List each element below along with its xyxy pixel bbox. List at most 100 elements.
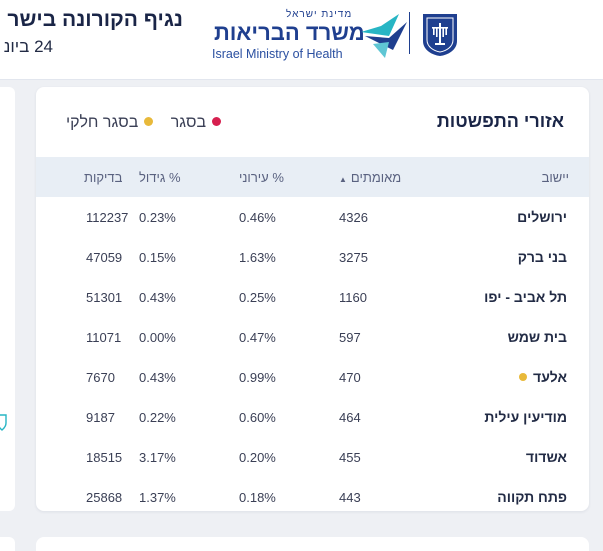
cell-positive-pct-text: 0.18% xyxy=(239,489,276,505)
cell-confirmed: 470 xyxy=(339,357,439,397)
cell-growth-pct-text: 1.37% xyxy=(139,489,176,505)
cell-city-text: בני ברק xyxy=(517,249,567,265)
table-header-row: יישוב מאומתים▲ % עירוני % גידול בדיקות xyxy=(36,157,589,197)
cell-positive-pct: 0.99% xyxy=(239,357,339,397)
left-card-edge xyxy=(0,87,15,511)
cell-positive-pct: 0.47% xyxy=(239,317,339,357)
partial-closure-dot-icon xyxy=(144,117,154,126)
table-row[interactable]: פתח תקווה 443 0.18% 1.37% 25868 xyxy=(36,477,589,511)
cell-positive-pct-text: 1.63% xyxy=(239,249,276,265)
cell-city-text: אלעד xyxy=(533,369,567,385)
cell-city: אלעד xyxy=(439,357,589,397)
cell-tests-text: 7670 xyxy=(86,369,115,385)
column-header-city[interactable]: יישוב xyxy=(541,169,569,185)
cell-growth-pct: 3.17% xyxy=(139,437,239,477)
cell-tests-text: 9187 xyxy=(86,409,115,425)
cell-city: ירושלים xyxy=(439,197,589,237)
chevron-up-icon: ▲ xyxy=(339,174,347,184)
cell-positive-pct: 0.25% xyxy=(239,277,339,317)
cell-tests: 47059 xyxy=(36,237,139,277)
table-row[interactable]: בית שמש 597 0.47% 0.00% 11071 xyxy=(36,317,589,357)
cell-tests: 25868 xyxy=(36,477,139,511)
cell-tests-text: 18515 xyxy=(86,449,123,465)
table-row[interactable]: תל אביב - יפו 1160 0.25% 0.43% 51301 xyxy=(36,277,589,317)
cities-table: יישוב מאומתים▲ % עירוני % גידול בדיקות י… xyxy=(36,157,589,511)
logo-ministry-english: Israel Ministry of Health xyxy=(212,47,343,61)
cell-confirmed: 597 xyxy=(339,317,439,357)
cell-tests-text: 47059 xyxy=(86,249,123,265)
cell-tests-text: 112237 xyxy=(86,209,129,225)
cell-city-text: אשדוד xyxy=(525,449,567,465)
cell-confirmed-text: 455 xyxy=(339,449,361,465)
legend-label: בסגר xyxy=(170,114,207,131)
cell-confirmed-text: 1160 xyxy=(339,289,367,305)
column-header-confirmed[interactable]: מאומתים▲ xyxy=(339,157,439,197)
column-header-growth-pct[interactable]: % גידול xyxy=(139,169,181,185)
cell-positive-pct-text: 0.99% xyxy=(239,369,276,385)
cell-positive-pct: 1.63% xyxy=(239,237,339,277)
cell-tests: 11071 xyxy=(36,317,139,357)
table-row[interactable]: אשדוד 455 0.20% 3.17% 18515 xyxy=(36,437,589,477)
cell-confirmed-text: 597 xyxy=(339,329,361,345)
cell-city: בני ברק xyxy=(439,237,589,277)
table-row[interactable]: ירושלים 4326 0.46% 0.23% 112237 xyxy=(36,197,589,237)
cell-growth-pct-text: 0.22% xyxy=(139,409,176,425)
cell-confirmed-text: 443 xyxy=(339,489,361,505)
closure-dot-icon xyxy=(212,117,222,126)
column-header-tests[interactable]: בדיקות xyxy=(84,169,123,185)
cell-growth-pct: 0.23% xyxy=(139,197,239,237)
logo-divider xyxy=(409,12,410,54)
ministry-mark-icon xyxy=(361,14,407,58)
cell-city-text: בית שמש xyxy=(507,329,567,345)
cell-positive-pct: 0.18% xyxy=(239,477,339,511)
cell-growth-pct: 1.37% xyxy=(139,477,239,511)
cell-positive-pct-text: 0.46% xyxy=(239,209,276,225)
cell-confirmed-text: 4326 xyxy=(339,209,368,225)
cell-positive-pct-text: 0.20% xyxy=(239,449,276,465)
cell-growth-pct-text: 0.43% xyxy=(139,289,176,305)
cell-confirmed: 4326 xyxy=(339,197,439,237)
cell-city-text: פתח תקווה xyxy=(497,489,567,505)
cell-positive-pct-text: 0.47% xyxy=(239,329,276,345)
logo-state-text: מדינת ישראל xyxy=(286,9,353,20)
shield-icon[interactable] xyxy=(0,413,7,431)
cell-growth-pct-text: 0.15% xyxy=(139,249,176,265)
page-date: 24 ביונ xyxy=(3,37,53,56)
cell-tests-text: 11071 xyxy=(86,329,122,345)
cell-city: מודיעין עילית xyxy=(439,397,589,437)
legend-item-partial-closure: בסגר חלקי xyxy=(66,114,154,132)
table-row[interactable]: אלעד 470 0.99% 0.43% 7670 xyxy=(36,357,589,397)
cell-positive-pct-text: 0.25% xyxy=(239,289,276,305)
cell-positive-pct: 0.20% xyxy=(239,437,339,477)
column-header-confirmed-label: מאומתים xyxy=(350,169,402,185)
table-row[interactable]: מודיעין עילית 464 0.60% 0.22% 9187 xyxy=(36,397,589,437)
cell-growth-pct-text: 3.17% xyxy=(139,449,176,465)
table-row[interactable]: בני ברק 3275 1.63% 0.15% 47059 xyxy=(36,237,589,277)
cell-positive-pct-text: 0.60% xyxy=(239,409,276,425)
cell-tests: 51301 xyxy=(36,277,139,317)
ministry-logo[interactable]: מדינת ישראל משרד הבריאות Israel Ministry… xyxy=(212,8,462,68)
cell-positive-pct: 0.46% xyxy=(239,197,339,237)
cell-growth-pct: 0.43% xyxy=(139,357,239,397)
card-title: אזורי התפשטות xyxy=(436,111,564,131)
cell-growth-pct: 0.22% xyxy=(139,397,239,437)
logo-ministry-hebrew: משרד הבריאות xyxy=(214,20,365,45)
cell-growth-pct-text: 0.23% xyxy=(139,209,176,225)
cell-tests: 7670 xyxy=(36,357,139,397)
cell-growth-pct: 0.00% xyxy=(139,317,239,357)
column-header-positive-pct[interactable]: % עירוני xyxy=(239,169,284,185)
cell-tests: 18515 xyxy=(36,437,139,477)
cell-city: פתח תקווה xyxy=(439,477,589,511)
spread-areas-card: אזורי התפשטות בסגר בסגר חלקי יישוב מאומת… xyxy=(36,87,589,511)
cell-growth-pct: 0.43% xyxy=(139,277,239,317)
cell-city: אשדוד xyxy=(439,437,589,477)
cell-growth-pct-text: 0.43% xyxy=(139,369,176,385)
cell-tests-text: 25868 xyxy=(86,489,123,505)
cell-city: תל אביב - יפו xyxy=(439,277,589,317)
legend: בסגר בסגר חלקי xyxy=(66,114,222,132)
cell-confirmed: 455 xyxy=(339,437,439,477)
bottom-card-edge xyxy=(36,537,589,551)
cell-tests: 112237 xyxy=(36,197,139,237)
cell-city-text: תל אביב - יפו xyxy=(484,289,567,305)
cell-confirmed-text: 464 xyxy=(339,409,361,425)
